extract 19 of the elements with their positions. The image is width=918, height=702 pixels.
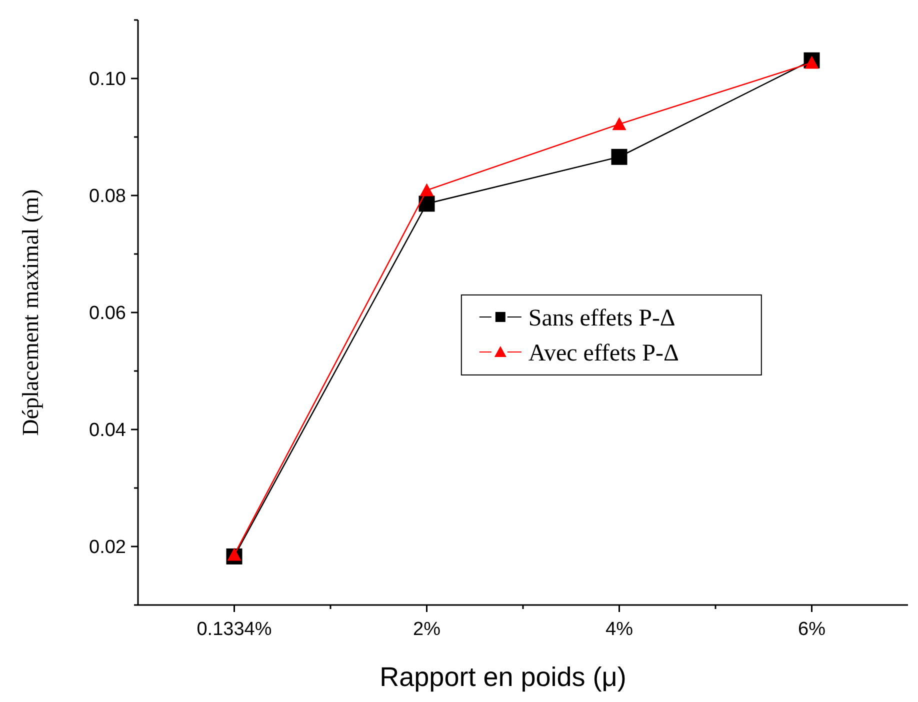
y-tick-label: 0.10 <box>89 69 126 90</box>
legend-label: Avec effets P-Δ <box>528 340 679 366</box>
point <box>612 117 626 130</box>
y-tick-label: 0.06 <box>89 303 126 324</box>
y-tick-label: 0.08 <box>89 186 126 208</box>
y-axis-title: Déplacement maximal (m) <box>18 189 43 436</box>
x-axis-title: Rapport en poids (μ) <box>380 662 626 692</box>
point <box>227 548 242 561</box>
y-tick-label: 0.02 <box>89 537 126 558</box>
x-tick-label: 4% <box>606 619 634 640</box>
x-tick-label: 0.1334% <box>196 619 272 640</box>
y-tick-label: 0.04 <box>89 420 126 442</box>
x-tick-label: 6% <box>798 619 826 640</box>
point <box>418 196 435 212</box>
point <box>611 148 628 165</box>
point <box>804 56 819 69</box>
point <box>420 183 434 196</box>
x-tick-label: 2% <box>413 619 441 640</box>
legend-label: Sans effets P-Δ <box>528 305 676 332</box>
